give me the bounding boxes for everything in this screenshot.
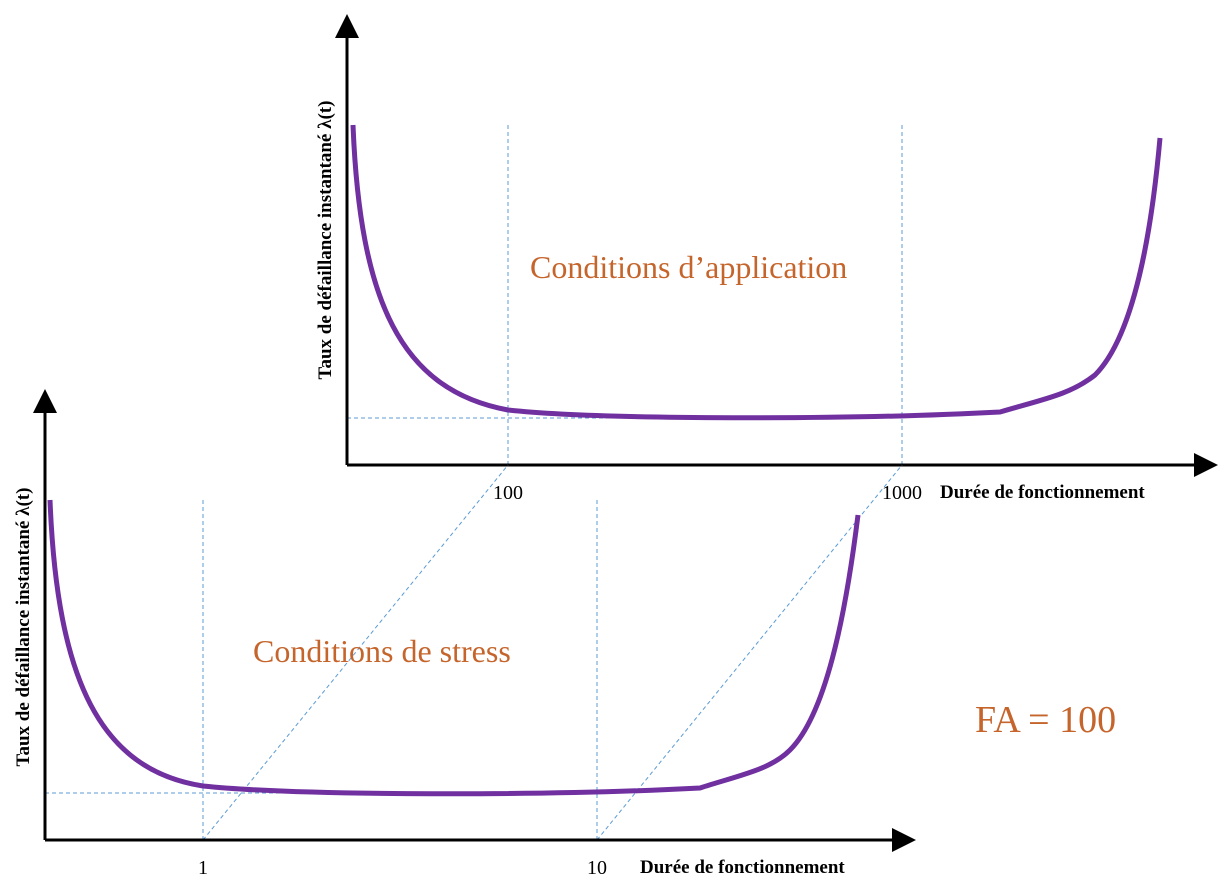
tick-label: 1 — [198, 857, 208, 877]
top-panel: Taux de défaillance instantané λ(t) 100 … — [315, 14, 1218, 504]
x-axis-label: Durée de fonctionnement — [640, 857, 845, 877]
tick-label: 100 — [493, 482, 523, 504]
y-axis-label: Taux de défaillance instantané λ(t) — [315, 101, 336, 380]
x-axis-label: Durée de fonctionnement — [940, 482, 1145, 503]
curve — [350, 124, 1163, 421]
y-axis-label: Taux de défaillance instantané λ(t) — [13, 488, 34, 767]
curve — [47, 499, 861, 797]
region-label: Conditions de stress — [253, 633, 511, 669]
tick-label: 1000 — [882, 482, 922, 504]
annotation: FA = 100 — [975, 699, 1116, 741]
tick-label: 10 — [587, 857, 607, 877]
region-label: Conditions d’application — [530, 249, 847, 285]
bottom-panel: Taux de défaillance instantané λ(t) 1 10… — [13, 389, 916, 877]
mapping-line — [596, 464, 903, 841]
mapping-line — [202, 464, 509, 841]
